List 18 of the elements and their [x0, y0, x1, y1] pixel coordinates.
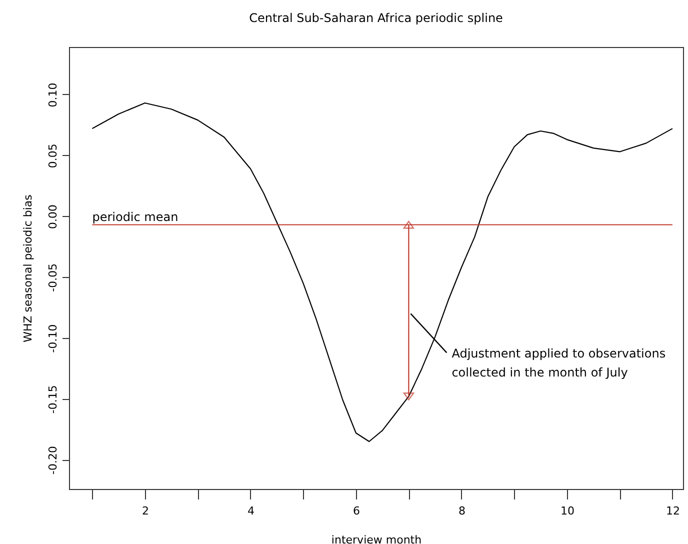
ref-line-label: periodic mean: [92, 210, 178, 224]
annotation: Adjustment applied to observations collected in the month of July: [452, 346, 666, 380]
y-tick-label: -0.05: [46, 263, 60, 292]
y-axis-title: WHZ seasonal peiodic bias: [22, 194, 34, 342]
y-tick-label: -0.10: [46, 324, 60, 353]
y-tick-label: 0.00: [46, 204, 60, 229]
chart-title: Central Sub-Saharan Africa periodic spline: [249, 11, 503, 25]
x-tick-label: 2: [142, 504, 149, 518]
x-tick-label: 4: [247, 504, 254, 518]
x-tick-label: 8: [458, 504, 466, 518]
x-tick-label: 12: [666, 504, 680, 518]
x-tick-label: 10: [560, 504, 574, 518]
x-tick-label: 6: [352, 504, 360, 518]
y-tick-label: 0.05: [46, 144, 60, 168]
y-tick-label: 0.10: [46, 82, 60, 108]
y-tick-label: -0.15: [46, 385, 60, 414]
x-axis-title: interview month: [331, 534, 422, 544]
y-tick-label: -0.20: [46, 446, 60, 475]
